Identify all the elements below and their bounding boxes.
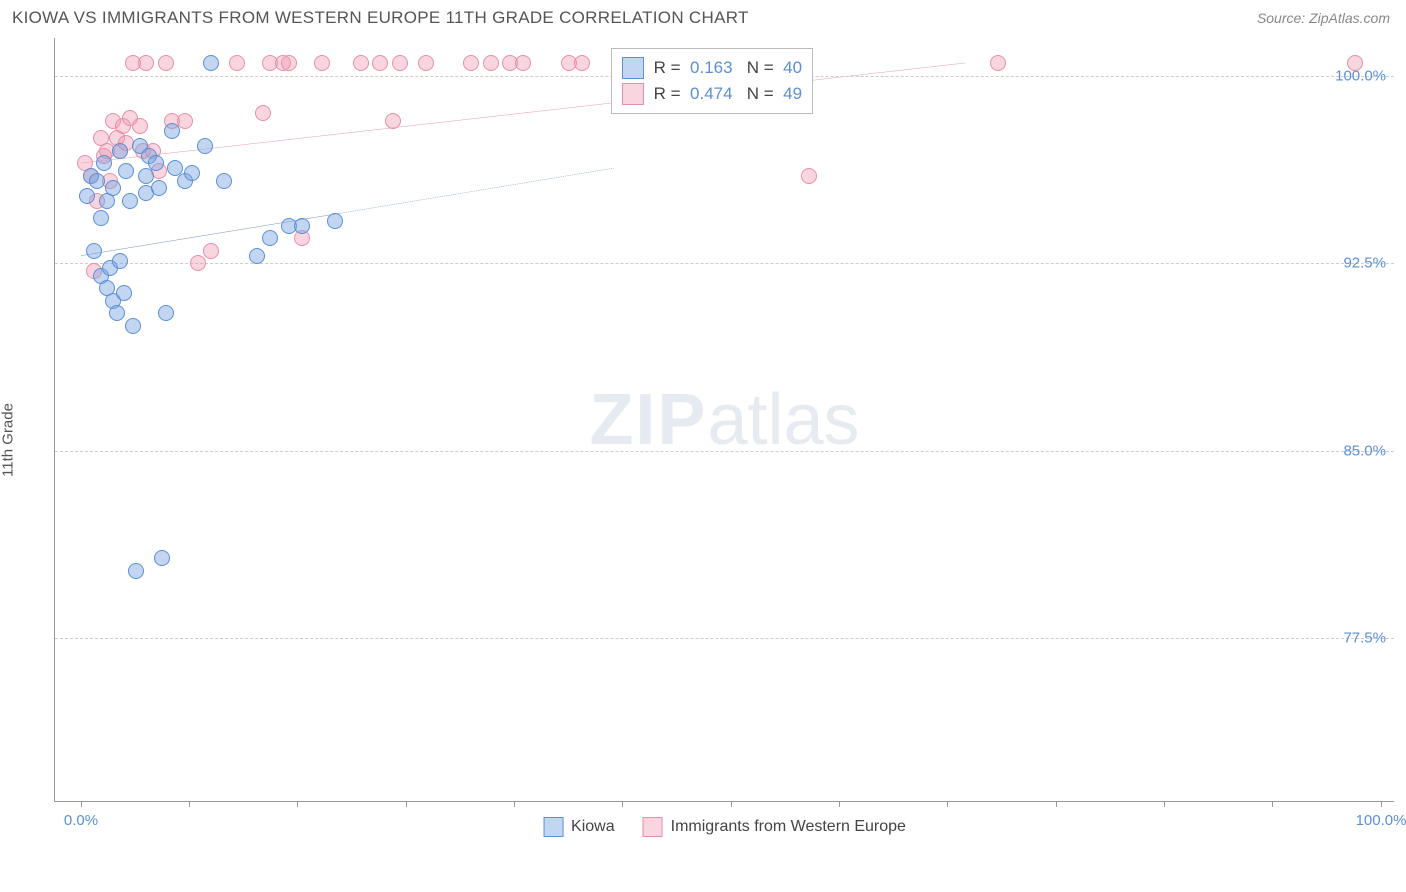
immigrants-point	[1347, 55, 1363, 71]
kiowa-point	[109, 305, 125, 321]
kiowa-point	[184, 165, 200, 181]
x-tick	[1272, 801, 1273, 807]
y-axis-label: 11th Grade	[0, 403, 17, 477]
legend-swatch	[622, 57, 644, 79]
immigrants-point	[158, 55, 174, 71]
legend-swatch	[543, 817, 563, 837]
bottom-legend: Kiowa Immigrants from Western Europe	[543, 817, 906, 837]
immigrants-point	[255, 105, 271, 121]
series-legend-item: Kiowa	[543, 817, 615, 837]
kiowa-point	[216, 173, 232, 189]
kiowa-point	[125, 318, 141, 334]
watermark: ZIPatlas	[589, 379, 859, 461]
legend-swatch	[622, 83, 644, 105]
x-tick	[839, 801, 840, 807]
x-tick	[297, 801, 298, 807]
immigrants-point	[132, 118, 148, 134]
immigrants-point	[990, 55, 1006, 71]
kiowa-point	[158, 305, 174, 321]
kiowa-point	[154, 550, 170, 566]
kiowa-point	[294, 218, 310, 234]
kiowa-point	[93, 210, 109, 226]
kiowa-point	[112, 143, 128, 159]
x-tick	[1056, 801, 1057, 807]
series-legend-item: Immigrants from Western Europe	[643, 817, 906, 837]
kiowa-point	[112, 253, 128, 269]
kiowa-point	[105, 180, 121, 196]
x-tick-label: 100.0%	[1356, 812, 1406, 829]
y-tick-label: 92.5%	[1343, 255, 1386, 272]
immigrants-point	[229, 55, 245, 71]
kiowa-point	[118, 163, 134, 179]
immigrants-point	[138, 55, 154, 71]
y-tick-label: 85.0%	[1343, 442, 1386, 459]
kiowa-point	[79, 188, 95, 204]
y-tick-label: 77.5%	[1343, 630, 1386, 647]
chart-source: Source: ZipAtlas.com	[1257, 10, 1390, 26]
kiowa-point	[327, 213, 343, 229]
y-tick-label: 100.0%	[1335, 67, 1386, 84]
gridline	[55, 451, 1394, 452]
x-tick	[1164, 801, 1165, 807]
kiowa-point	[86, 243, 102, 259]
x-tick	[947, 801, 948, 807]
series-legend-label: Immigrants from Western Europe	[671, 818, 906, 836]
kiowa-point	[249, 248, 265, 264]
kiowa-point	[96, 155, 112, 171]
gridline	[55, 638, 1394, 639]
chart-header: KIOWA VS IMMIGRANTS FROM WESTERN EUROPE …	[0, 0, 1406, 34]
legend-row: R = 0.474 N = 49	[622, 81, 802, 107]
immigrants-point	[483, 55, 499, 71]
immigrants-point	[353, 55, 369, 71]
immigrants-point	[385, 113, 401, 129]
x-tick	[731, 801, 732, 807]
kiowa-point	[89, 173, 105, 189]
kiowa-point	[197, 138, 213, 154]
chart-title: KIOWA VS IMMIGRANTS FROM WESTERN EUROPE …	[12, 8, 749, 28]
x-tick	[514, 801, 515, 807]
kiowa-point	[116, 285, 132, 301]
x-tick	[406, 801, 407, 807]
immigrants-point	[574, 55, 590, 71]
immigrants-point	[177, 113, 193, 129]
immigrants-point	[190, 255, 206, 271]
legend-text: R = 0.163 N = 40	[654, 58, 802, 78]
kiowa-point	[164, 123, 180, 139]
x-tick	[622, 801, 623, 807]
regression-legend: R = 0.163 N = 40 R = 0.474 N = 49	[611, 48, 813, 114]
immigrants-point	[314, 55, 330, 71]
chart-container: 11th Grade ZIPatlas KiowaImmigrants from…	[12, 38, 1394, 842]
kiowa-point	[122, 193, 138, 209]
kiowa-point	[148, 155, 164, 171]
legend-text: R = 0.474 N = 49	[654, 84, 802, 104]
immigrants-point	[203, 243, 219, 259]
plot-area: ZIPatlas KiowaImmigrants from Western Eu…	[54, 38, 1394, 802]
x-tick	[1381, 801, 1382, 807]
immigrants-point	[281, 55, 297, 71]
kiowa-point	[128, 563, 144, 579]
kiowa-point	[151, 180, 167, 196]
immigrants-point	[515, 55, 531, 71]
trend-lines	[55, 38, 1394, 801]
immigrants-point	[372, 55, 388, 71]
immigrants-point	[463, 55, 479, 71]
kiowa-point	[203, 55, 219, 71]
kiowa-point	[262, 230, 278, 246]
x-tick	[189, 801, 190, 807]
x-tick-label: 0.0%	[64, 812, 98, 829]
legend-swatch	[643, 817, 663, 837]
immigrants-point	[801, 168, 817, 184]
legend-row: R = 0.163 N = 40	[622, 55, 802, 81]
x-tick	[81, 801, 82, 807]
series-legend-label: Kiowa	[571, 818, 615, 836]
immigrants-point	[392, 55, 408, 71]
immigrants-point	[418, 55, 434, 71]
